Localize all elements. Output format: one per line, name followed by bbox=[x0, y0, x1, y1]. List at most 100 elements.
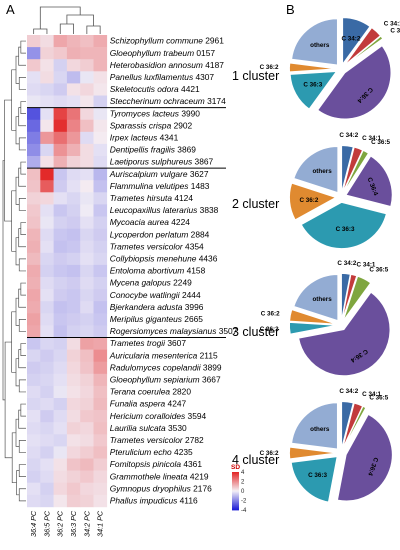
heatmap-cell bbox=[80, 349, 94, 362]
heatmap-cell bbox=[80, 47, 94, 60]
heatmap-cell bbox=[93, 192, 108, 205]
heatmap-cell bbox=[40, 337, 54, 350]
heatmap-cell bbox=[27, 71, 41, 84]
heatmap-cell bbox=[93, 264, 108, 278]
legend-gradient-step bbox=[232, 488, 239, 490]
row-label: Laetiporus sulphureus 3867 bbox=[110, 157, 214, 167]
dendrogram-branch bbox=[18, 409, 26, 429]
heatmap-cell bbox=[80, 95, 94, 108]
strain-number: 3627 bbox=[190, 169, 209, 179]
dendrogram-branch bbox=[20, 222, 26, 235]
strain-number: 3530 bbox=[168, 423, 187, 433]
strain-number: 4235 bbox=[174, 447, 193, 457]
species-name: Gloeophyllum sepiarium bbox=[110, 375, 202, 385]
heatmap-cell bbox=[93, 71, 108, 84]
heatmap-cell bbox=[40, 458, 54, 471]
dendrogram-branch bbox=[18, 107, 26, 127]
dendrogram-branch bbox=[18, 379, 26, 393]
legend-gradient-step bbox=[232, 501, 239, 503]
heatmap-cell bbox=[27, 349, 41, 362]
species-name: Leucopaxillus laterarius bbox=[110, 205, 200, 215]
row-label: Steccherinum ochraceum 3174 bbox=[110, 96, 226, 106]
legend-gradient-step bbox=[232, 472, 239, 474]
heatmap-cell bbox=[66, 228, 81, 241]
pie-slice bbox=[291, 18, 338, 66]
pie-slice-label: C 34:1 bbox=[362, 391, 381, 398]
heatmap-cell bbox=[93, 494, 108, 508]
heatmap-cell bbox=[66, 71, 81, 84]
row-label: Auricularia mesenterica 2115 bbox=[109, 350, 218, 360]
cluster-title: 2 cluster bbox=[232, 197, 279, 211]
legend-gradient-step bbox=[232, 478, 239, 480]
heatmap-cell bbox=[40, 47, 54, 60]
heatmap-cell bbox=[93, 482, 108, 496]
pie-slice bbox=[345, 155, 393, 207]
legend-gradient-step bbox=[232, 509, 239, 511]
heatmap-cell bbox=[93, 398, 108, 411]
strain-number: 4361 bbox=[183, 459, 202, 469]
heatmap-cell bbox=[27, 385, 41, 399]
row-label: Gloeophyllum trabeum 0157 bbox=[110, 48, 216, 58]
heatmap-cell bbox=[53, 434, 68, 447]
heatmap-cell bbox=[40, 470, 54, 483]
heatmap-cell bbox=[27, 373, 41, 387]
heatmap-cell bbox=[40, 325, 54, 338]
species-name: Irpex lacteus bbox=[110, 133, 160, 143]
heatmap-cell bbox=[53, 325, 68, 338]
strain-number: 4247 bbox=[168, 399, 187, 409]
heatmap-cell bbox=[80, 385, 94, 399]
row-label: Leucopaxillus laterarius 3838 bbox=[110, 205, 219, 215]
heatmap-cell bbox=[40, 361, 54, 375]
heatmap-cell bbox=[53, 71, 68, 84]
heatmap-cell bbox=[80, 289, 94, 302]
heatmap-cell bbox=[53, 313, 68, 326]
heatmap-cell bbox=[53, 168, 68, 181]
heatmap-cell bbox=[80, 204, 94, 217]
pie-slice-label: others bbox=[312, 168, 332, 175]
heatmap-cell bbox=[66, 47, 81, 60]
heatmap-cell bbox=[53, 131, 68, 145]
dendrogram-branch bbox=[4, 99, 12, 222]
legend-tick-label: 4 bbox=[241, 470, 245, 476]
species-name: Auriscalpium vulgare bbox=[109, 169, 190, 179]
pie-slice-label: C 34:2 bbox=[341, 35, 360, 42]
species-name: Laurilia sulcata bbox=[110, 423, 168, 433]
column-dendrogram bbox=[33, 6, 101, 34]
heatmap-cell bbox=[40, 204, 54, 217]
heatmap-cell bbox=[40, 131, 54, 145]
row-label: Terana coerulea 2820 bbox=[110, 387, 192, 397]
row-label: Laurilia sulcata 3530 bbox=[110, 423, 187, 433]
strain-number: 3594 bbox=[188, 411, 207, 421]
heatmap-cell bbox=[80, 361, 94, 375]
pie-slice bbox=[342, 17, 371, 66]
row-label: Tyromyces lacteus 3990 bbox=[110, 108, 200, 118]
legend-tick-label: 2 bbox=[241, 480, 245, 486]
heatmap-cell bbox=[93, 131, 108, 145]
strain-number: 0157 bbox=[196, 48, 215, 58]
row-label: Funalia aspera 4247 bbox=[110, 399, 187, 409]
heatmap-cell bbox=[53, 422, 68, 435]
heatmap-cell bbox=[80, 337, 94, 350]
heatmap-cell bbox=[53, 301, 68, 314]
legend-gradient-step bbox=[232, 506, 239, 508]
pie-slice bbox=[289, 62, 336, 73]
legend-gradient-step bbox=[232, 507, 239, 509]
species-name: Auricularia mesenterica bbox=[109, 350, 200, 360]
panel-a-letter: A bbox=[6, 2, 15, 17]
heatmap-cell bbox=[66, 95, 81, 108]
heatmap-cell bbox=[53, 289, 68, 302]
species-name: Skeletocutis odora bbox=[110, 84, 181, 94]
heatmap-cell bbox=[53, 470, 68, 483]
heatmap-cell bbox=[40, 410, 54, 423]
legend-gradient-step bbox=[232, 490, 239, 492]
species-name: Pterulicium echo bbox=[110, 447, 174, 457]
heatmap-cell bbox=[93, 216, 108, 229]
heatmap-cell bbox=[40, 446, 54, 459]
pie-slice bbox=[344, 27, 381, 66]
heatmap-cell bbox=[27, 361, 41, 375]
cluster-separators bbox=[27, 107, 226, 338]
row-label: Panellus luxfilamentus 4307 bbox=[110, 72, 215, 82]
dendrogram-branch bbox=[16, 470, 20, 496]
